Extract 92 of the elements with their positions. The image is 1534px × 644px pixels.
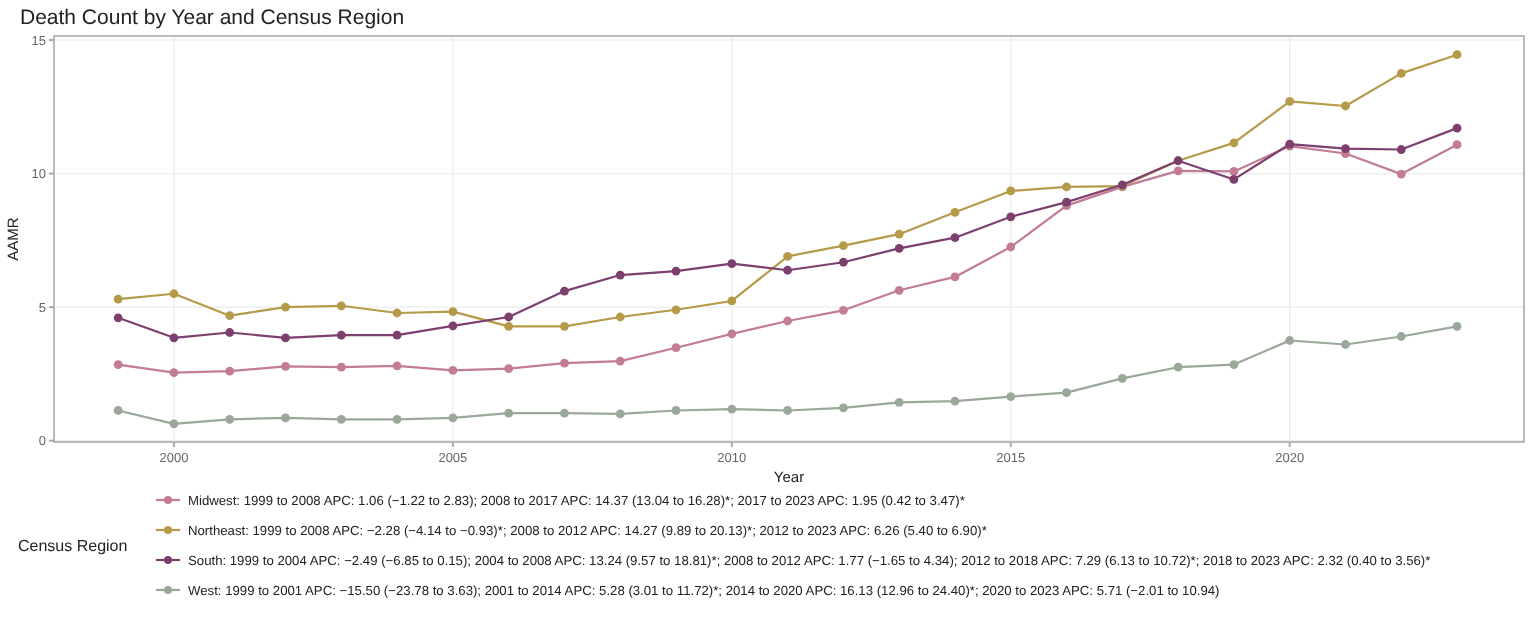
point [1006,242,1016,252]
point [392,414,402,424]
point [392,308,402,318]
point [1341,101,1350,111]
point [950,272,960,282]
point [727,329,737,339]
point [1452,123,1462,133]
point [1006,392,1016,401]
point [392,330,402,340]
point [504,408,514,418]
point [615,270,625,280]
point [1062,388,1071,397]
point [560,358,569,368]
point [1452,321,1462,331]
chart-title: Death Count by Year and Census Region [20,6,405,30]
point [281,302,290,312]
point [783,406,793,415]
point [448,321,458,331]
point [783,251,793,261]
point [894,243,904,253]
point [615,356,625,366]
point [1452,140,1462,150]
point [169,368,179,377]
point [225,311,235,321]
point [448,413,458,423]
point [783,265,793,275]
point [225,414,235,424]
point [1173,362,1183,372]
point [894,229,904,239]
point [281,362,290,371]
point [560,408,569,418]
point [727,259,737,268]
point [336,301,346,311]
point [1285,336,1295,345]
point [1341,144,1350,154]
point [950,396,960,406]
point [113,360,123,369]
point [113,294,123,304]
point [336,362,346,372]
point [1006,212,1016,222]
point [1396,169,1406,179]
point [783,316,793,326]
point [1229,167,1239,176]
point [225,328,235,337]
point [838,403,848,413]
point [671,266,681,276]
legend-title: Census Region [18,537,128,555]
point [560,286,569,296]
point [615,409,625,419]
point [894,398,904,407]
point [671,343,681,353]
point [1396,332,1406,341]
point [1229,360,1239,369]
point [1062,182,1071,192]
point [671,305,681,315]
point [281,333,290,343]
point [169,419,179,429]
point [504,312,514,322]
point [169,289,179,299]
point [504,321,514,331]
point [448,307,458,317]
point [1396,68,1406,78]
point [392,361,402,371]
point [336,414,346,424]
point [950,207,960,217]
point [838,257,848,267]
point [281,413,290,423]
point [1006,186,1016,196]
point [504,364,514,373]
point [894,285,904,295]
point [727,296,737,306]
point [1452,50,1462,60]
point [671,406,681,415]
point [1341,340,1350,349]
point [1285,97,1295,106]
point [838,241,848,251]
point [169,333,179,343]
point [838,305,848,315]
point [1173,166,1183,176]
point [1396,145,1406,154]
point [560,321,569,331]
point [1229,175,1239,184]
point [1229,138,1239,148]
point [225,366,235,376]
point [615,312,625,322]
point [1117,374,1127,383]
point [336,330,346,340]
point [448,366,458,375]
point [950,233,960,243]
point [113,406,123,415]
point [727,404,737,414]
point [113,313,123,323]
